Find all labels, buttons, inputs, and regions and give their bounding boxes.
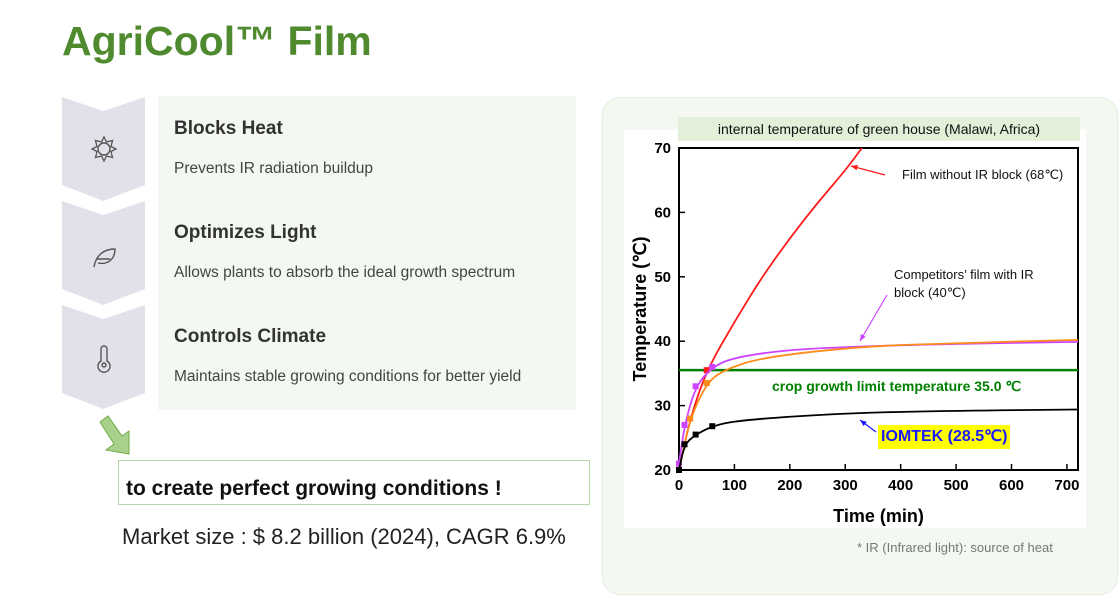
sun-icon — [90, 135, 118, 163]
plot-frame — [678, 147, 1079, 471]
page-title: AgriCool™ Film — [62, 18, 372, 64]
data-point — [703, 380, 710, 387]
x-tick-label: 600 — [999, 477, 1024, 494]
step-chevron-2 — [62, 201, 145, 305]
y-tick-label: 40 — [654, 333, 671, 350]
y-axis-label: Temperature (℃) — [630, 237, 650, 382]
data-point — [687, 415, 694, 422]
features-panel: Blocks Heat Prevents IR radiation buildup… — [158, 96, 576, 410]
feature-title: Blocks Heat — [174, 118, 283, 139]
x-tick-label: 0 — [675, 477, 683, 494]
step-chevron-1 — [62, 97, 145, 201]
data-point — [681, 441, 688, 448]
data-point — [692, 431, 699, 438]
x-tick-label: 200 — [777, 477, 802, 494]
feature-controls-climate: Controls Climate Maintains stable growing… — [174, 326, 521, 386]
feature-blocks-heat: Blocks Heat Prevents IR radiation buildup — [174, 118, 373, 178]
cta-box: to create perfect growing conditions ! — [118, 460, 590, 505]
arrow-competitor — [859, 294, 888, 342]
step-chevron-3 — [62, 305, 145, 409]
arrow-no-ir-head — [851, 165, 858, 171]
data-point — [681, 421, 688, 428]
x-axis-label: Time (min) — [833, 506, 924, 526]
chart-background — [624, 130, 1086, 528]
data-point — [692, 383, 699, 390]
y-tick-label: 70 — [654, 140, 671, 157]
data-point — [709, 423, 716, 430]
feature-title: Controls Climate — [174, 326, 327, 347]
y-tick-label: 60 — [654, 204, 671, 221]
chart-title: internal temperature of green house (Mal… — [678, 117, 1080, 141]
x-tick-label: 700 — [1054, 477, 1079, 494]
feature-title: Optimizes Light — [174, 222, 317, 243]
x-tick-label: 500 — [944, 477, 969, 494]
annotation-limit: crop growth limit temperature 35.0 ℃ — [772, 378, 1022, 394]
feature-desc: Prevents IR radiation buildup — [174, 160, 374, 177]
annotation-iomtek: IOMTEK (28.5℃) — [878, 425, 1011, 449]
y-tick-label: 30 — [654, 398, 671, 415]
feature-optimizes-light: Optimizes Light Allows plants to absorb t… — [174, 222, 515, 282]
data-point — [709, 363, 716, 370]
feature-desc: Allows plants to absorb the ideal growth… — [174, 264, 516, 281]
feature-desc: Maintains stable growing conditions for … — [174, 368, 522, 385]
data-point — [676, 460, 682, 467]
leaf-icon — [93, 248, 116, 268]
arrow-iomtek-head — [860, 420, 867, 427]
data-point — [676, 467, 682, 473]
x-tick-label: 400 — [888, 477, 913, 494]
down-right-arrow-icon — [99, 415, 130, 455]
series-line-0 — [678, 147, 863, 471]
y-tick-label: 50 — [654, 269, 671, 286]
market-size: Market size : $ 8.2 billion (2024), CAGR… — [122, 524, 566, 549]
x-tick-label: 100 — [722, 477, 747, 494]
series-line-2 — [678, 339, 1079, 471]
data-point — [703, 367, 710, 374]
annotation-no-ir: Film without IR block (68℃) — [902, 167, 1064, 182]
x-tick-label: 300 — [833, 477, 858, 494]
annotation-competitor: Competitors’ film with IR block (40℃) — [894, 267, 1034, 300]
arrow-competitor-head — [860, 334, 866, 341]
thermometer-icon — [97, 345, 111, 373]
footnote: * IR (Infrared light): source of heat — [857, 540, 1053, 555]
y-tick-label: 20 — [654, 462, 671, 479]
